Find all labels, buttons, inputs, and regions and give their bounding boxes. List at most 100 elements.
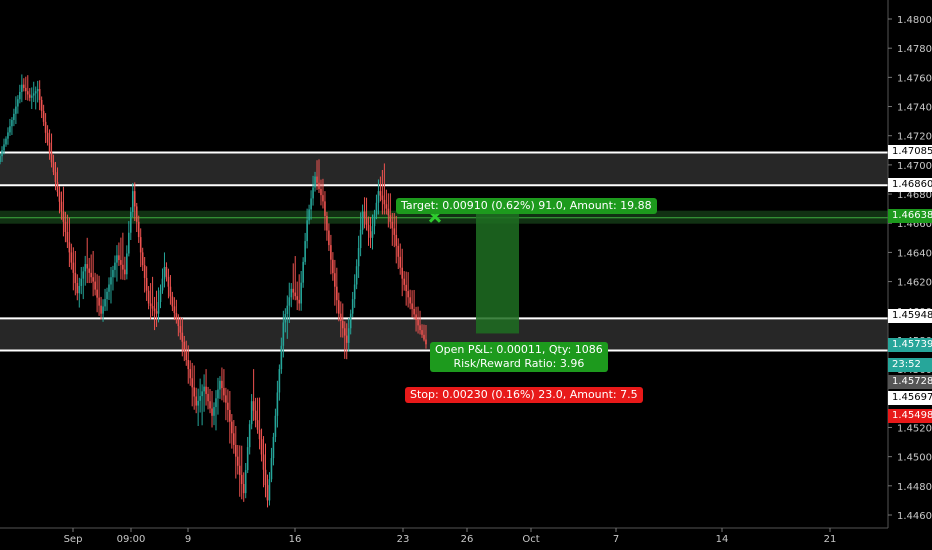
candle-body	[66, 231, 69, 243]
y-tick-label: 1.47000	[897, 161, 932, 172]
candle-body	[353, 284, 356, 300]
y-tick-label: 1.46200	[897, 278, 932, 289]
candle-body	[195, 396, 197, 406]
candle-body	[381, 195, 384, 200]
y-tick-label: 1.48000	[897, 15, 932, 26]
candle-body	[252, 401, 255, 411]
price-tag-zone-top-2: 1.45948	[888, 309, 932, 323]
candle-body	[90, 272, 92, 278]
candle-body	[334, 273, 336, 287]
candle-body	[357, 248, 360, 267]
candle-body	[120, 260, 122, 265]
candle-body	[60, 201, 63, 212]
candle-body	[165, 267, 168, 277]
candle-body	[34, 91, 37, 94]
target-profit-box	[476, 210, 519, 334]
candle-body	[23, 84, 25, 88]
candle-body	[137, 221, 140, 238]
candle-body	[62, 211, 65, 222]
y-tick-label: 1.46400	[897, 248, 932, 259]
candle-body	[15, 106, 17, 114]
candle-body	[82, 271, 85, 279]
candle-body	[375, 202, 378, 215]
candle-body	[268, 479, 271, 501]
candle-body	[17, 99, 19, 107]
candle-body	[1, 150, 3, 157]
candle-body	[229, 409, 231, 422]
candle-body	[302, 261, 304, 283]
candle-body	[40, 99, 43, 111]
candle-body	[411, 303, 413, 309]
candle-body	[32, 93, 35, 96]
candle-body	[244, 470, 247, 494]
candle-body	[58, 191, 61, 202]
candle-body	[86, 264, 89, 269]
stop-label[interactable]: Stop: 0.00230 (0.16%) 23.0, Amount: 7.5	[405, 387, 643, 403]
candle-body	[211, 408, 213, 416]
candle-body	[191, 378, 194, 388]
candle-body	[256, 420, 259, 430]
candle-body	[217, 389, 219, 399]
candle-body	[209, 401, 211, 409]
candle-body	[371, 226, 374, 238]
y-tick-label: 1.47200	[897, 132, 932, 143]
candle-body	[336, 286, 338, 301]
candle-body	[28, 94, 31, 98]
candle-body	[339, 313, 342, 321]
candle-body	[13, 113, 15, 121]
candle-body	[280, 345, 283, 370]
candle-body	[102, 306, 104, 314]
candle-body	[409, 297, 411, 304]
candle-body	[21, 84, 23, 92]
candle-body	[207, 393, 209, 402]
candles-layer	[0, 74, 427, 508]
candle-body	[300, 282, 302, 304]
candle-body	[369, 231, 372, 238]
candle-body	[270, 458, 273, 480]
candle-body	[173, 306, 176, 313]
candle-body	[98, 297, 100, 306]
candle-body	[44, 121, 47, 133]
candle-body	[169, 286, 172, 297]
candle-body	[377, 191, 380, 203]
candle-body	[155, 311, 158, 314]
candle-body	[278, 369, 281, 393]
target-label[interactable]: Target: 0.00910 (0.62%) 91.0, Amount: 19…	[396, 198, 657, 214]
y-tick-label: 1.44600	[897, 511, 932, 522]
open-pl-label[interactable]: Open P&L: 0.00011, Qty: 1086 Risk/Reward…	[430, 342, 608, 372]
candle-body	[306, 220, 308, 242]
candle-body	[324, 201, 326, 216]
candle-body	[193, 387, 195, 397]
candle-body	[175, 312, 178, 320]
candle-body	[52, 162, 55, 173]
candle-body	[304, 241, 306, 262]
candle-body	[385, 204, 388, 209]
candle-body	[393, 228, 396, 235]
candle-body	[185, 350, 188, 360]
candle-body	[221, 380, 223, 389]
zone-band	[0, 152, 888, 186]
candle-body	[389, 215, 392, 222]
x-tick-label: 21	[824, 534, 837, 545]
candle-body	[272, 436, 275, 459]
candle-body	[367, 224, 370, 232]
candle-body	[100, 305, 102, 314]
candle-body	[133, 191, 136, 207]
candle-body	[84, 264, 87, 272]
candle-body	[94, 281, 96, 290]
candle-body	[363, 211, 366, 219]
candle-body	[179, 326, 182, 333]
candle-body	[26, 91, 29, 95]
candle-body	[233, 433, 235, 445]
candle-body	[236, 456, 239, 466]
x-tick-label: Sep	[64, 534, 83, 545]
open-pl-text: Open P&L: 0.00011, Qty: 1086	[435, 343, 603, 356]
candle-body	[260, 439, 263, 455]
candle-body	[399, 256, 402, 268]
candle-body	[0, 156, 1, 162]
candle-body	[56, 182, 59, 192]
candle-body	[141, 252, 144, 266]
candle-body	[361, 211, 364, 230]
candle-body	[282, 322, 285, 346]
